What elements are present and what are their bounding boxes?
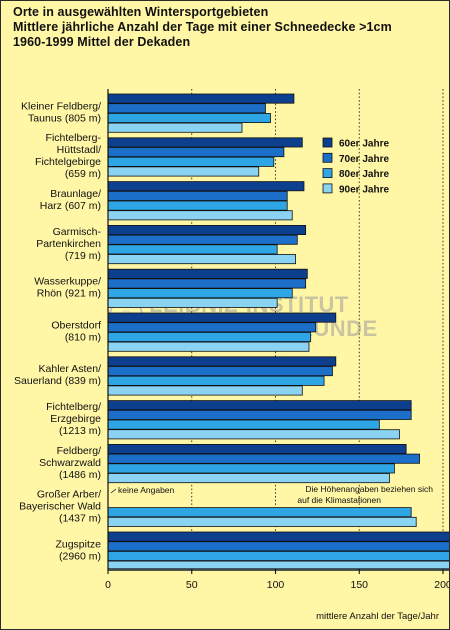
bar-1-4 (107, 224, 307, 235)
category-label: (1486 m) (59, 469, 101, 481)
annotation-heights-line-1: Die Höhenangaben beziehen sich (305, 484, 433, 494)
category-label: Hüttstadl/ (57, 144, 101, 156)
bar-1-3 (107, 181, 305, 192)
category-label: (1213 m) (59, 425, 101, 437)
bar-1-9 (107, 443, 407, 454)
category-label: (659 m) (65, 168, 101, 180)
bar-4-3 (107, 210, 293, 221)
category-label: Wasserkuppe/ (34, 276, 101, 288)
bar-3-3 (107, 200, 288, 211)
category-label: Braunlage/ (50, 188, 101, 200)
legend-swatch-3 (322, 168, 333, 179)
bar-4-8 (107, 429, 400, 440)
bar-2-11 (107, 541, 449, 552)
category-label: Taunus (805 m) (28, 112, 101, 124)
x-tick-label: 50 (186, 579, 198, 591)
category-label: Bayerischer Wald (19, 501, 101, 513)
category-label: Oberstdorf (51, 319, 101, 331)
category-label: Sauerland (839 m) (14, 375, 101, 387)
bar-3-6 (107, 331, 312, 342)
bar-2-6 (107, 322, 317, 333)
bar-4-4 (107, 254, 297, 265)
bar-3-2 (107, 156, 275, 167)
bar-2-7 (107, 366, 333, 377)
category-label: Garmisch- (53, 226, 102, 238)
x-tick-label: 150 (350, 579, 368, 591)
bar-4-9 (107, 473, 390, 484)
bar-1-2 (107, 137, 303, 148)
bar-1-1 (107, 93, 295, 104)
category-label: Harz (607 m) (40, 200, 101, 212)
legend-swatch-4 (322, 183, 333, 194)
category-label: Fichtelgebirge (35, 156, 101, 168)
category-label: Schwarzwald (39, 457, 101, 469)
bar-2-5 (107, 278, 307, 289)
category-label: Kahler Asten/ (39, 363, 102, 375)
legend-label-2: 70er Jahre (339, 154, 389, 165)
chart-title-line-2: Mittlere jährliche Anzahl der Tage mit e… (13, 20, 392, 34)
bar-3-1 (107, 113, 271, 124)
category-label: Rhön (921 m) (37, 288, 101, 300)
bar-3-7 (107, 375, 325, 386)
bar-1-6 (107, 312, 337, 323)
bar-4-6 (107, 341, 310, 352)
bar-3-8 (107, 419, 380, 430)
legend-swatch-1 (322, 137, 333, 148)
x-tick-label: 200 (434, 579, 449, 591)
bar-1-8 (107, 400, 412, 411)
bar-3-4 (107, 244, 278, 255)
bar-1-7 (107, 356, 337, 367)
category-label: Partenkirchen (36, 238, 101, 250)
bar-4-5 (107, 297, 278, 308)
annotation-heights-line-2: auf die Klimastationen (297, 495, 381, 505)
x-axis-label: mittlere Anzahl der Tage/Jahr (316, 611, 439, 622)
x-tick-label: 0 (105, 579, 111, 591)
chart-title-line-3: 1960-1999 Mittel der Dekaden (13, 35, 191, 49)
bar-1-5 (107, 268, 308, 279)
category-label: (810 m) (65, 331, 101, 343)
annotation-leader (110, 488, 117, 494)
category-label: (2960 m) (59, 550, 101, 562)
category-label: Feldberg/ (57, 445, 101, 457)
bar-2-1 (107, 103, 266, 114)
bar-2-8 (107, 409, 412, 420)
bar-4-2 (107, 166, 260, 177)
legend-swatch-2 (322, 152, 333, 163)
category-label: Fichtelberg- (46, 132, 102, 144)
bar-2-4 (107, 234, 298, 245)
chart-title-line-1: Orte in ausgewählten Wintersportgebieten (13, 5, 269, 19)
bar-2-3 (107, 190, 288, 201)
bar-1-11 (107, 531, 449, 542)
category-label: Fichtelberg/ (46, 401, 101, 413)
bar-4-10 (107, 516, 417, 527)
bar-3-11 (107, 551, 449, 562)
legend-label-4: 90er Jahre (339, 184, 389, 195)
bar-4-7 (107, 385, 303, 396)
category-label: Kleiner Feldberg/ (21, 100, 101, 112)
x-tick-label: 100 (267, 579, 285, 591)
legend-label-1: 60er Jahre (339, 139, 389, 150)
category-label: (1437 m) (59, 513, 101, 525)
category-label: (719 m) (65, 250, 101, 262)
annotation-no-data: keine Angaben (118, 485, 175, 495)
bar-4-1 (107, 122, 243, 133)
bar-3-5 (107, 288, 293, 299)
bar-2-2 (107, 147, 285, 158)
bar-3-10 (107, 507, 412, 518)
bar-2-9 (107, 453, 420, 464)
category-label: Erzgebirge (50, 413, 101, 425)
category-label: Großer Arber/ (37, 489, 101, 501)
bar-3-9 (107, 463, 395, 474)
category-label: Zugspitze (55, 538, 101, 550)
legend-label-3: 80er Jahre (339, 169, 389, 180)
